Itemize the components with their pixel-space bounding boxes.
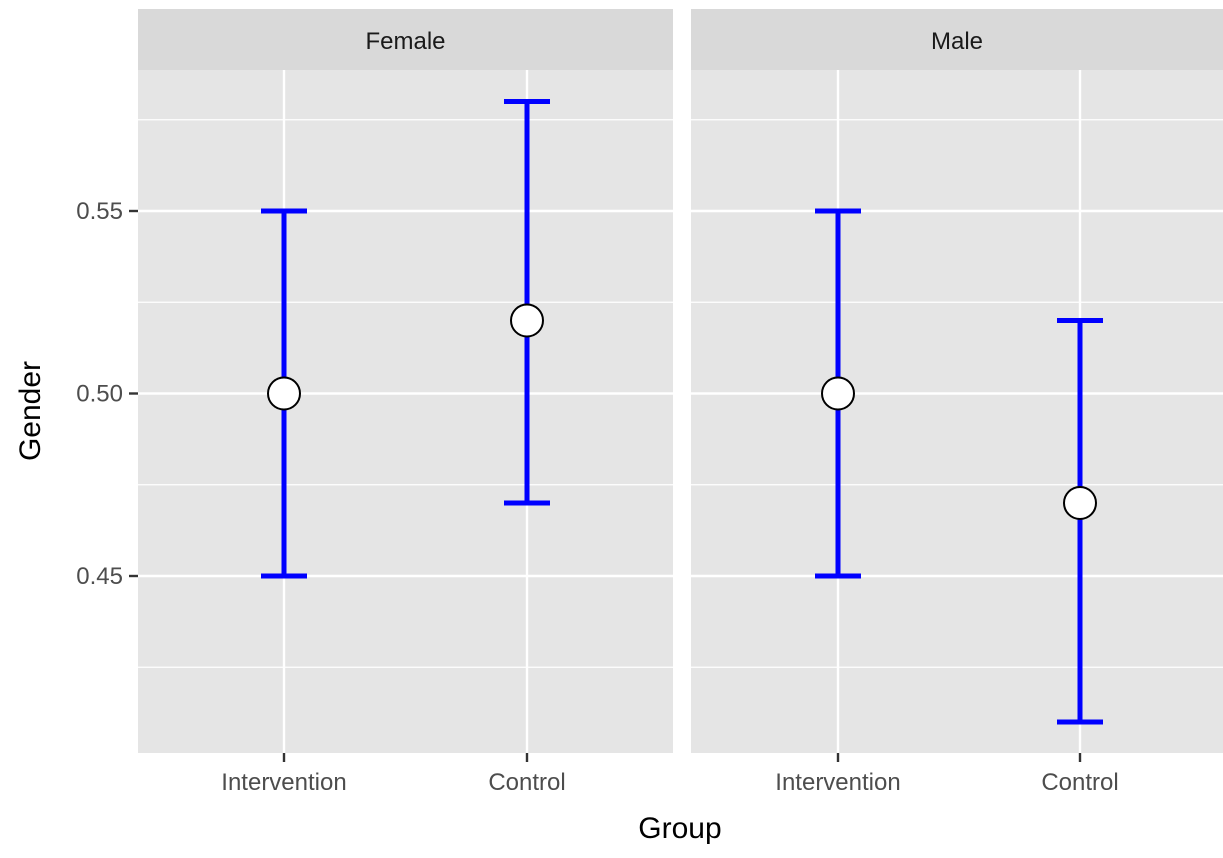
x-tick-label: Intervention <box>221 769 346 796</box>
facet-label: Female <box>365 28 445 55</box>
panel-background <box>138 70 673 753</box>
y-tick-label: 0.55 <box>76 198 123 225</box>
y-tick-label: 0.45 <box>76 563 123 590</box>
point-estimate <box>1063 486 1097 520</box>
facet-label: Male <box>931 28 983 55</box>
panel-background <box>691 70 1223 753</box>
point-estimate <box>267 376 301 411</box>
point-estimate <box>510 303 544 338</box>
x-tick-label: Control <box>488 769 565 796</box>
x-axis-title: Group <box>638 812 721 845</box>
x-tick-label: Intervention <box>775 769 900 796</box>
facet-strip <box>691 9 1223 70</box>
x-tick-label: Control <box>1041 769 1118 796</box>
point-estimate <box>821 376 855 411</box>
y-tick-label: 0.50 <box>76 381 123 408</box>
y-axis-title: Gender <box>14 361 47 461</box>
facet-strip <box>138 9 673 70</box>
